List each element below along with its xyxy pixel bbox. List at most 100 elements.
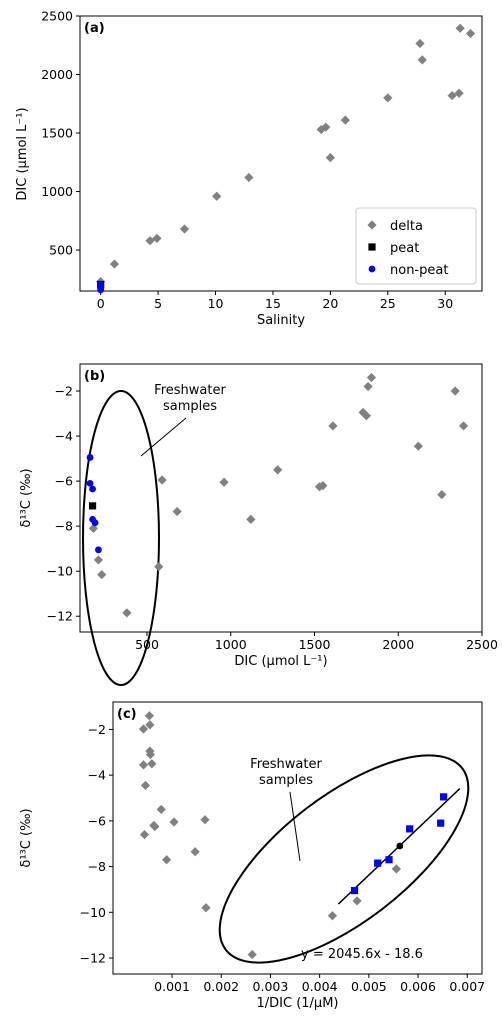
data-point-delta bbox=[109, 259, 120, 269]
data-point-delta bbox=[413, 441, 423, 451]
data-point-delta bbox=[140, 780, 151, 791]
panel-label: (a) bbox=[84, 21, 105, 36]
data-point-delta bbox=[145, 720, 155, 730]
annotation-line-2: samples bbox=[163, 399, 217, 414]
x-tick-label: 1500 bbox=[299, 637, 331, 652]
data-point-delta bbox=[144, 711, 155, 721]
x-tick-label: 30 bbox=[437, 296, 453, 311]
data-point-delta bbox=[212, 191, 222, 201]
data-point-delta bbox=[154, 562, 164, 572]
data-point-delta bbox=[391, 864, 401, 874]
series-delta bbox=[138, 711, 401, 960]
data-point-non-peat bbox=[89, 485, 96, 493]
series-non-peat bbox=[86, 454, 102, 554]
annotation-line-1: Freshwater bbox=[250, 757, 322, 772]
y-axis-label: DIC (µmol L⁻¹) bbox=[15, 107, 30, 200]
y-axis-label: δ¹³C (‰) bbox=[19, 468, 34, 527]
data-point-delta bbox=[454, 88, 464, 98]
legend-label-peat: peat bbox=[390, 241, 419, 256]
data-point-delta bbox=[200, 815, 210, 825]
data-point-delta bbox=[147, 759, 157, 769]
x-tick-label: 2500 bbox=[466, 637, 498, 652]
x-tick-label: 0.001 bbox=[154, 979, 190, 994]
data-point-delta bbox=[162, 855, 172, 865]
plot-frame bbox=[79, 363, 483, 633]
data-point-peat bbox=[396, 842, 404, 850]
x-axis-label: 1/DIC (1/µM) bbox=[257, 996, 339, 1011]
data-point-delta bbox=[447, 90, 457, 101]
data-point-delta bbox=[361, 411, 372, 421]
y-tick-label: 1000 bbox=[41, 184, 73, 199]
y-tick-label: 500 bbox=[49, 243, 73, 258]
y-tick-label: −8 bbox=[88, 859, 106, 874]
data-point-delta bbox=[437, 490, 447, 500]
y-tick-label: −6 bbox=[55, 474, 73, 489]
data-point-delta bbox=[328, 421, 338, 431]
data-point-delta bbox=[139, 829, 150, 840]
data-point-delta bbox=[415, 38, 425, 49]
data-point-non-peat bbox=[440, 793, 448, 801]
data-point-delta bbox=[138, 724, 149, 734]
data-point-delta bbox=[157, 475, 167, 485]
data-point-delta bbox=[145, 236, 155, 246]
x-tick-label: 20 bbox=[322, 296, 338, 311]
data-point-delta bbox=[383, 93, 393, 103]
data-point-delta bbox=[201, 903, 211, 913]
data-point-delta bbox=[450, 386, 460, 396]
y-tick-label: −4 bbox=[55, 429, 73, 444]
y-tick-label: −4 bbox=[88, 768, 106, 783]
data-point-delta bbox=[352, 896, 362, 906]
data-point-delta bbox=[190, 847, 200, 857]
y-tick-label: −12 bbox=[47, 609, 73, 624]
data-point-delta bbox=[465, 28, 476, 39]
annotation-text: Freshwater samples bbox=[154, 383, 226, 414]
data-point-non-peat bbox=[437, 819, 445, 827]
data-point-delta bbox=[327, 911, 338, 921]
y-axis-label: δ¹³C (‰) bbox=[19, 808, 34, 867]
data-point-non-peat bbox=[350, 886, 359, 895]
panel-label: (c) bbox=[117, 707, 137, 722]
data-point-delta bbox=[318, 481, 328, 491]
x-axis-label: Salinity bbox=[257, 313, 305, 328]
series-delta bbox=[88, 372, 469, 618]
freshwater-ellipse bbox=[82, 390, 160, 686]
data-point-delta bbox=[246, 514, 256, 524]
x-tick-label: 0.007 bbox=[449, 979, 485, 994]
legend-box bbox=[355, 207, 477, 285]
data-point-non-peat bbox=[385, 856, 393, 864]
annotation-pointer bbox=[289, 791, 301, 862]
series-peat bbox=[88, 502, 97, 510]
data-point-non-peat bbox=[86, 479, 94, 487]
x-tick-label: 1000 bbox=[215, 637, 247, 652]
data-point-non-peat bbox=[86, 454, 94, 461]
legend-label-non-peat: non-peat bbox=[390, 263, 448, 278]
y-tick-label: 1500 bbox=[41, 126, 73, 141]
annotation-pointer bbox=[140, 417, 187, 457]
x-tick-label: 0.003 bbox=[253, 979, 289, 994]
annotation-line-2: samples bbox=[259, 773, 313, 788]
series-peat bbox=[396, 842, 404, 850]
data-point-non-peat bbox=[97, 280, 105, 288]
legend-marker-delta bbox=[367, 220, 377, 230]
data-point-delta bbox=[97, 569, 107, 580]
data-point-non-peat bbox=[406, 825, 414, 833]
data-point-delta bbox=[417, 55, 427, 65]
data-point-delta bbox=[179, 224, 190, 234]
y-tick-label: −2 bbox=[55, 384, 73, 399]
series-non-peat bbox=[97, 280, 105, 294]
data-point-delta bbox=[88, 523, 98, 534]
y-tick-label: −6 bbox=[88, 813, 106, 828]
data-point-non-peat bbox=[91, 519, 99, 527]
x-tick-label: 2000 bbox=[382, 637, 414, 652]
x-tick-label: 25 bbox=[380, 296, 396, 311]
series-non-peat bbox=[350, 793, 448, 895]
data-point-delta bbox=[366, 372, 377, 383]
plot-frame bbox=[112, 701, 483, 975]
x-axis-label: DIC (µmol L⁻¹) bbox=[234, 654, 327, 669]
data-point-delta bbox=[93, 555, 104, 565]
data-point-delta bbox=[169, 817, 179, 827]
fit-equation: y = 2045.6x - 18.6 bbox=[301, 947, 423, 962]
legend-marker-peat bbox=[368, 243, 376, 251]
